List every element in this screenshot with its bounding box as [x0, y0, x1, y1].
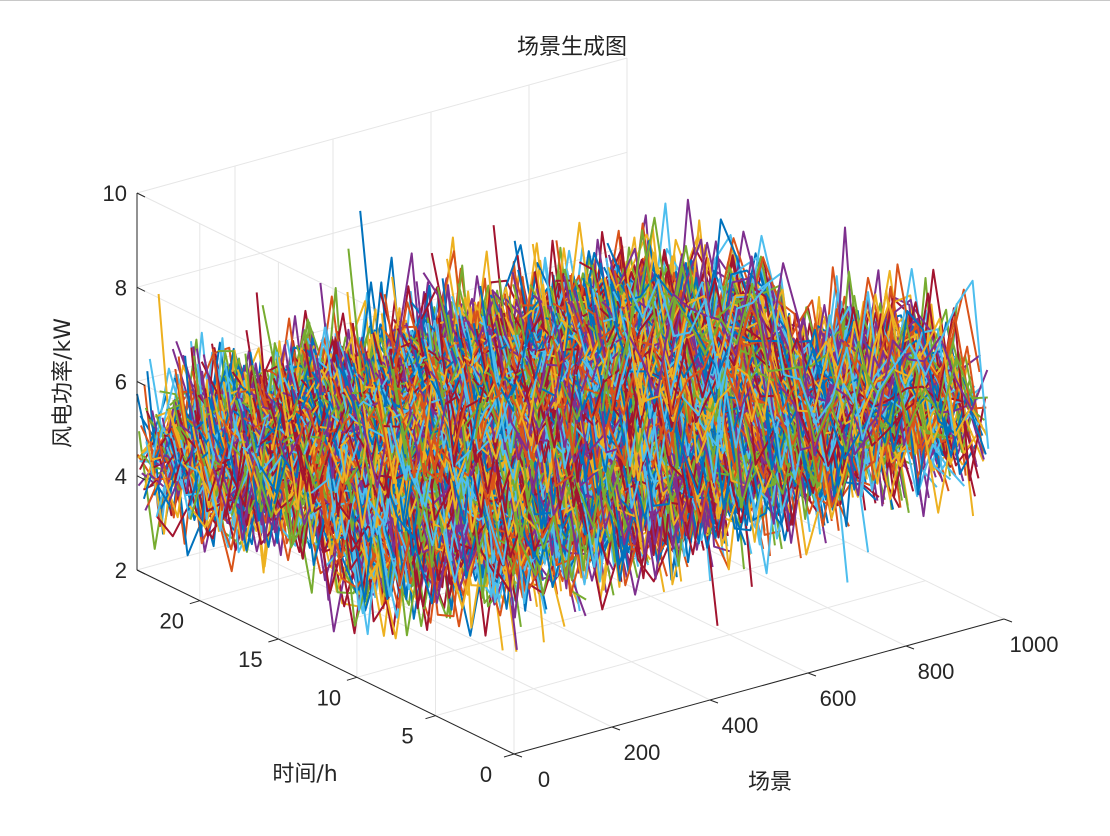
- x-tick-label: 600: [820, 686, 857, 711]
- y-tick-label: 5: [401, 724, 413, 749]
- scenario-line: [626, 278, 990, 449]
- x-axis-label: 场景: [748, 770, 792, 795]
- x-tick-label: 1000: [1010, 632, 1059, 657]
- x-tick-label: 200: [624, 740, 661, 765]
- grid-line-y-floor: [435, 580, 926, 717]
- scenario-line: [624, 285, 987, 449]
- z-tick-mark: [136, 475, 146, 481]
- y-tick-label: 15: [238, 647, 262, 672]
- x-tick-mark: [1003, 618, 1013, 623]
- y-axis-label: 时间/h: [272, 762, 337, 787]
- y-tick-label: 10: [317, 685, 341, 710]
- y-tick-mark: [425, 715, 436, 720]
- grid-line-z-back: [136, 151, 628, 288]
- scenario-line: [618, 247, 982, 456]
- z-axis-label: 风电功率/kW: [51, 318, 76, 448]
- y-tick-mark: [189, 600, 200, 605]
- z-tick-mark: [136, 381, 146, 386]
- x-tick-mark: [807, 672, 817, 677]
- x-tick-label: 0: [538, 767, 550, 792]
- scenario-line: [605, 257, 969, 480]
- y-tick-mark: [268, 638, 279, 643]
- x-tick-label: 400: [722, 713, 759, 738]
- series-lines: [136, 198, 990, 652]
- scenario-line: [625, 229, 988, 453]
- z-tick-label: 10: [103, 181, 127, 206]
- y-tick-mark: [346, 676, 358, 681]
- x-tick-mark: [611, 726, 621, 731]
- z-tick-mark: [136, 192, 146, 198]
- chart-title: 场景生成图: [517, 35, 627, 60]
- grid-line-z-back: [136, 57, 628, 194]
- x-tick-mark: [905, 645, 915, 650]
- x-tick-mark: [513, 753, 523, 758]
- scenario-line: [619, 234, 983, 466]
- y-tick-label: 20: [160, 609, 184, 634]
- z-tick-mark: [136, 569, 146, 575]
- x-axis-line: [513, 618, 1005, 755]
- y-tick-mark: [503, 753, 515, 758]
- x-tick-label: 800: [918, 659, 955, 684]
- z-tick-label: 2: [115, 558, 127, 583]
- y-tick-label: 0: [480, 762, 492, 787]
- z-tick-label: 8: [115, 275, 127, 300]
- figure-top-border: [0, 0, 1110, 1]
- y-axis-line: [136, 569, 515, 755]
- tick-labels: 0 200 400 600 800 1000 0 5 10 15 20 2 4 6 8 10: [103, 181, 1059, 792]
- z-tick-label: 6: [115, 370, 127, 395]
- x-tick-mark: [709, 699, 719, 704]
- z-tick-label: 4: [115, 464, 127, 489]
- scenario-line: [622, 272, 986, 472]
- scenario-line: [625, 255, 989, 456]
- axis-lines: [136, 192, 1013, 758]
- z-tick-mark: [136, 286, 146, 292]
